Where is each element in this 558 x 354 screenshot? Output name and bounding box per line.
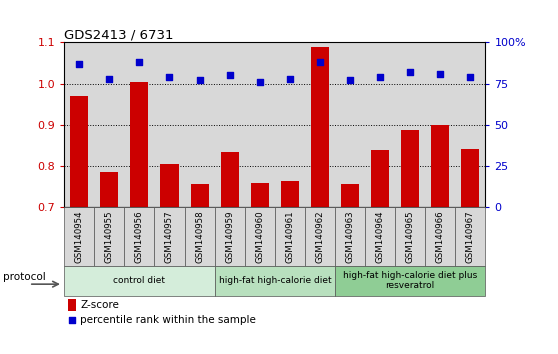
- Text: high-fat high-calorie diet plus
resveratrol: high-fat high-calorie diet plus resverat…: [343, 271, 477, 290]
- Bar: [215, 207, 245, 266]
- Text: GSM140954: GSM140954: [75, 210, 84, 263]
- Bar: [64, 207, 94, 266]
- Text: GSM140958: GSM140958: [195, 210, 204, 263]
- Bar: [305, 207, 335, 266]
- Point: [165, 74, 174, 80]
- Text: Z-score: Z-score: [80, 299, 119, 309]
- Bar: [245, 207, 275, 266]
- Bar: [245, 42, 275, 207]
- Point: [315, 59, 324, 65]
- Bar: [275, 42, 305, 207]
- Point: [195, 78, 204, 83]
- Bar: [335, 207, 365, 266]
- Bar: [371, 150, 389, 207]
- Text: GSM140957: GSM140957: [165, 210, 174, 263]
- Bar: [185, 207, 215, 266]
- Bar: [69, 299, 76, 311]
- Point: [285, 76, 294, 81]
- Point: [376, 74, 384, 80]
- Bar: [64, 266, 215, 296]
- Bar: [341, 184, 359, 207]
- Bar: [311, 47, 329, 207]
- Bar: [401, 130, 419, 207]
- Bar: [161, 164, 179, 207]
- Bar: [124, 42, 155, 207]
- Bar: [281, 181, 299, 207]
- Point: [225, 73, 234, 78]
- Bar: [155, 207, 185, 266]
- Bar: [215, 266, 335, 296]
- Bar: [70, 96, 88, 207]
- Bar: [455, 207, 485, 266]
- Bar: [251, 183, 269, 207]
- Text: control diet: control diet: [113, 276, 165, 285]
- Bar: [395, 207, 425, 266]
- Bar: [94, 42, 124, 207]
- Bar: [64, 42, 94, 207]
- Point: [466, 74, 475, 80]
- Bar: [215, 42, 245, 207]
- Bar: [395, 42, 425, 207]
- Text: protocol: protocol: [3, 272, 46, 282]
- Bar: [365, 42, 395, 207]
- Text: GSM140964: GSM140964: [376, 210, 384, 263]
- Text: GSM140962: GSM140962: [315, 210, 324, 263]
- Text: GSM140961: GSM140961: [285, 210, 295, 263]
- Text: percentile rank within the sample: percentile rank within the sample: [80, 315, 256, 325]
- Bar: [100, 172, 118, 207]
- Text: GSM140956: GSM140956: [135, 210, 144, 263]
- Bar: [335, 42, 365, 207]
- Bar: [190, 184, 209, 207]
- Text: GSM140963: GSM140963: [345, 210, 354, 263]
- Text: GSM140959: GSM140959: [225, 210, 234, 263]
- Bar: [365, 207, 395, 266]
- Bar: [220, 152, 239, 207]
- Bar: [431, 125, 449, 207]
- Bar: [461, 149, 479, 207]
- Bar: [131, 81, 148, 207]
- Text: GSM140955: GSM140955: [105, 210, 114, 263]
- Bar: [455, 42, 485, 207]
- Bar: [185, 42, 215, 207]
- Bar: [155, 42, 185, 207]
- Bar: [335, 266, 485, 296]
- Bar: [305, 42, 335, 207]
- Point: [135, 59, 144, 65]
- Point: [68, 318, 76, 323]
- Text: GSM140965: GSM140965: [406, 210, 415, 263]
- Point: [105, 76, 114, 81]
- Point: [75, 61, 84, 67]
- Bar: [94, 207, 124, 266]
- Point: [436, 71, 445, 76]
- Bar: [425, 42, 455, 207]
- Text: GDS2413 / 6731: GDS2413 / 6731: [64, 28, 174, 41]
- Point: [406, 69, 415, 75]
- Bar: [124, 207, 155, 266]
- Text: high-fat high-calorie diet: high-fat high-calorie diet: [219, 276, 331, 285]
- Text: GSM140967: GSM140967: [466, 210, 475, 263]
- Bar: [425, 207, 455, 266]
- Text: GSM140966: GSM140966: [436, 210, 445, 263]
- Bar: [275, 207, 305, 266]
- Point: [256, 79, 264, 85]
- Text: GSM140960: GSM140960: [255, 210, 264, 263]
- Point: [345, 78, 354, 83]
